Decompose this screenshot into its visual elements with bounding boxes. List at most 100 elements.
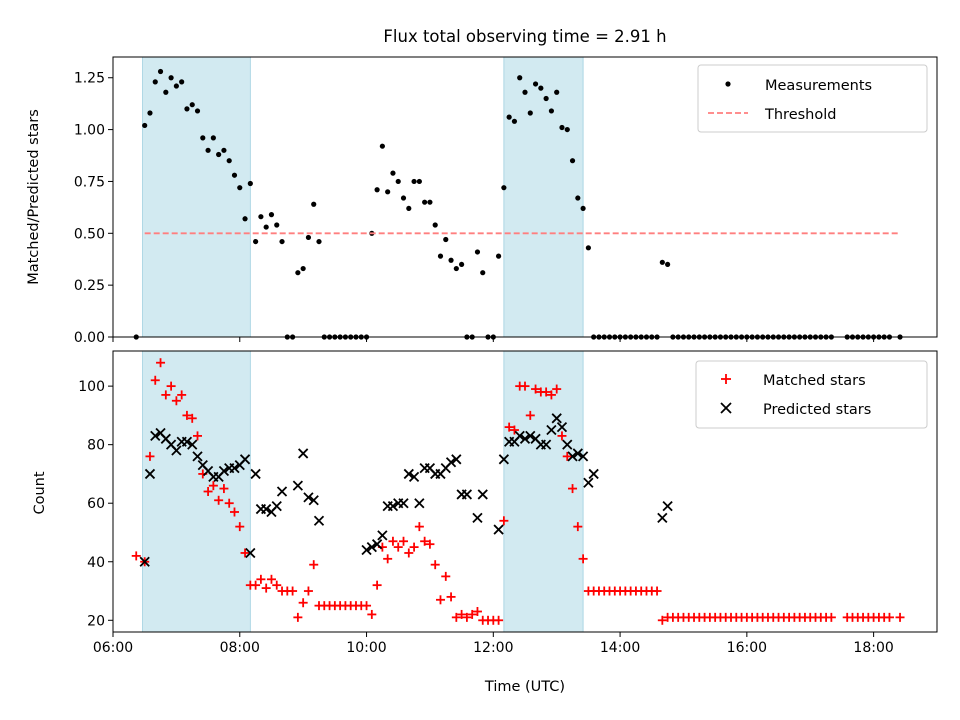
- predicted-point-b: [588, 468, 599, 480]
- predicted-point: [276, 486, 288, 497]
- matched-point: [552, 384, 562, 394]
- predicted-point: [150, 430, 161, 442]
- predicted-point: [577, 451, 589, 462]
- matched-point: [430, 560, 440, 570]
- predicted-point-b: [477, 489, 488, 500]
- matched-point: [652, 586, 662, 596]
- matched-point: [393, 542, 403, 552]
- matched-point: [272, 580, 282, 590]
- predicted-point: [313, 515, 325, 526]
- predicted-point-b: [562, 439, 573, 450]
- measurement-point: [538, 85, 544, 91]
- measurement-point: [665, 261, 671, 268]
- predicted-point-b: [229, 462, 240, 474]
- measurement-point: [437, 253, 444, 259]
- measurement-point: [427, 199, 433, 205]
- shaded-interval: [142, 350, 251, 633]
- measurement-point: [189, 102, 195, 108]
- matched-point: [531, 384, 541, 394]
- predicted-point-b: [451, 454, 462, 465]
- predicted-point-b: [239, 454, 251, 465]
- matched-point: [367, 609, 377, 619]
- measurement-point: [253, 238, 259, 245]
- predicted-point: [171, 445, 182, 456]
- measurement-point: [474, 249, 481, 255]
- predicted-point: [493, 524, 504, 535]
- predicted-point-b: [398, 498, 409, 509]
- predicted-point-b: [298, 448, 309, 459]
- measurement-point: [395, 178, 401, 185]
- matched-point: [435, 595, 445, 605]
- count-y-axis-label: Count: [32, 471, 48, 514]
- predicted-point: [445, 457, 457, 468]
- predicted-point: [261, 503, 272, 515]
- measurement-point: [480, 270, 486, 276]
- measurement-point: [585, 245, 591, 251]
- matched-point: [472, 607, 482, 617]
- predicted-point-b: [472, 512, 483, 523]
- count-panel: 20 40 60 80 100 06:00 08:00 10:00 12:00 14:00 16:…: [32, 350, 938, 695]
- predicted-point-b: [493, 524, 504, 535]
- matched-point: [388, 536, 398, 546]
- measurement-point: [517, 75, 523, 81]
- predicted-point-b: [261, 503, 272, 515]
- predicted-point: [451, 454, 462, 465]
- matched-point: [214, 495, 224, 505]
- predicted-point-b: [144, 468, 156, 480]
- y-tick-label: 0.00: [74, 330, 105, 346]
- measurement-point: [374, 187, 380, 193]
- predicted-point: [567, 451, 578, 462]
- matched-point: [441, 571, 451, 581]
- y-tick-label: 1.25: [74, 71, 105, 87]
- predicted-point-b: [498, 454, 510, 465]
- y-tick-label: 0.25: [74, 278, 105, 294]
- predicted-point-b: [197, 460, 208, 471]
- matched-point: [251, 580, 261, 590]
- predicted-point: [572, 448, 583, 459]
- measurement-point: [258, 214, 264, 220]
- matched-point: [229, 507, 239, 517]
- matched-point: [451, 612, 461, 622]
- matched-point: [457, 609, 467, 619]
- predicted-point: [546, 424, 557, 436]
- predicted-point: [398, 498, 409, 509]
- legend-label-measurements: Measurements: [765, 78, 872, 94]
- matched-point: [409, 542, 419, 552]
- measurement-point: [495, 253, 502, 259]
- predicted-point-b: [540, 439, 552, 450]
- matched-point: [462, 612, 472, 622]
- predicted-point-b: [377, 530, 388, 541]
- measurement-point: [453, 265, 459, 272]
- matched-point: [499, 516, 509, 526]
- predicted-point: [377, 530, 388, 541]
- measurement-point: [548, 108, 555, 114]
- y-tick-label: 40: [87, 555, 105, 571]
- predicted-point-b: [276, 486, 288, 497]
- ratio-legend: Measurements Threshold: [697, 64, 928, 133]
- measurement-point: [564, 126, 570, 133]
- matched-point: [541, 387, 551, 397]
- measurement-point: [263, 224, 269, 230]
- predicted-point-b: [577, 451, 589, 462]
- measurement-point: [522, 89, 528, 95]
- matched-point: [573, 522, 583, 532]
- y-tick-label: 0.50: [74, 226, 105, 242]
- count-legend-box: [695, 360, 928, 429]
- predicted-point: [414, 498, 425, 509]
- measurement-point: [527, 110, 533, 116]
- measurement-point: [300, 265, 306, 272]
- predicted-point-b: [519, 433, 531, 444]
- measurement-point: [274, 222, 280, 228]
- measurement-point: [210, 135, 216, 141]
- predicted-point: [181, 436, 193, 447]
- series-predicted-stars: [139, 413, 673, 567]
- predicted-point: [371, 539, 383, 550]
- predicted-point: [229, 462, 240, 474]
- measurement-point: [432, 222, 438, 228]
- measurement-point: [422, 199, 428, 205]
- predicted-point: [662, 500, 673, 512]
- matched-point: [372, 580, 382, 590]
- matched-point: [657, 615, 667, 625]
- measurement-point: [147, 110, 153, 116]
- predicted-point-b: [192, 451, 203, 462]
